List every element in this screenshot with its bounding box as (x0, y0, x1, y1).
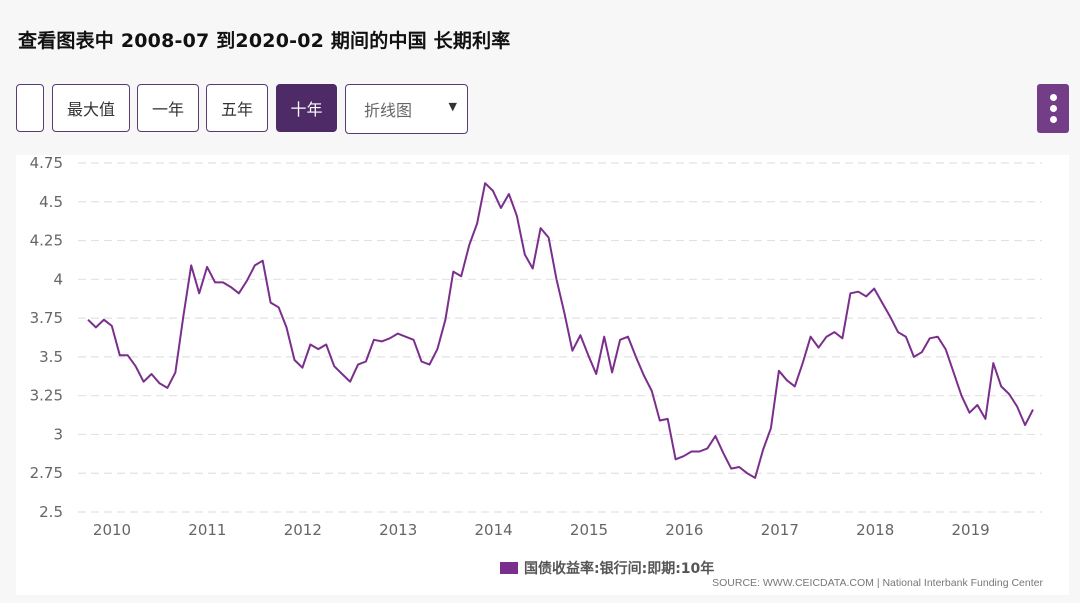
y-tick-label: 2.75 (30, 464, 63, 482)
y-tick-label: 4.5 (39, 193, 63, 211)
x-tick-label: 2019 (952, 521, 990, 539)
chart-menu-button[interactable] (1037, 84, 1069, 133)
x-tick-label: 2016 (665, 521, 703, 539)
blank-button[interactable] (16, 84, 44, 132)
caret-down-icon: ▼ (448, 100, 457, 113)
chart-panel: 4.75 4.5 4.25 4 3.75 3.5 3.25 3 2.75 2.5 2010 2011 2… (16, 154, 1069, 595)
vertical-ellipsis-icon (1049, 94, 1057, 101)
range-1y-button[interactable]: 一年 (137, 84, 199, 132)
chart-legend[interactable]: 国债收益率:银行间:即期:10年 (500, 558, 714, 578)
x-tick-label: 2015 (570, 521, 608, 539)
x-tick-label: 2018 (856, 521, 894, 539)
source-credit: SOURCE: WWW.CEICDATA.COM | National Inte… (712, 577, 1043, 589)
y-tick-label: 4.25 (30, 232, 63, 250)
y-tick-label: 3.5 (39, 348, 63, 366)
legend-swatch (500, 562, 518, 574)
y-tick-label: 2.5 (39, 503, 63, 521)
x-tick-label: 2010 (93, 521, 131, 539)
series-line[interactable] (87, 182, 1034, 479)
page-title: 查看图表中 2008-07 到2020-02 期间的中国 长期利率 (18, 30, 511, 52)
y-tick-label: 3 (53, 425, 63, 443)
chart-type-value: 折线图 (364, 101, 413, 120)
x-tick-label: 2014 (475, 521, 513, 539)
y-tick-label: 4.75 (30, 155, 63, 172)
chart-type-select[interactable]: 折线图 ▼ (345, 84, 468, 134)
x-tick-label: 2017 (761, 521, 799, 539)
x-tick-label: 2011 (188, 521, 226, 539)
line-chart: 4.75 4.5 4.25 4 3.75 3.5 3.25 3 2.75 2.5 2010 2011 2… (30, 154, 1042, 539)
range-5y-button[interactable]: 五年 (206, 84, 268, 132)
range-max-button[interactable]: 最大值 (52, 84, 130, 132)
y-tick-label: 3.75 (30, 309, 63, 327)
y-tick-label: 3.25 (30, 387, 63, 405)
x-tick-label: 2013 (379, 521, 417, 539)
legend-label: 国债收益率:银行间:即期:10年 (524, 561, 715, 577)
x-tick-label: 2012 (284, 521, 322, 539)
y-tick-label: 4 (53, 270, 63, 288)
range-10y-button[interactable]: 十年 (276, 84, 337, 132)
